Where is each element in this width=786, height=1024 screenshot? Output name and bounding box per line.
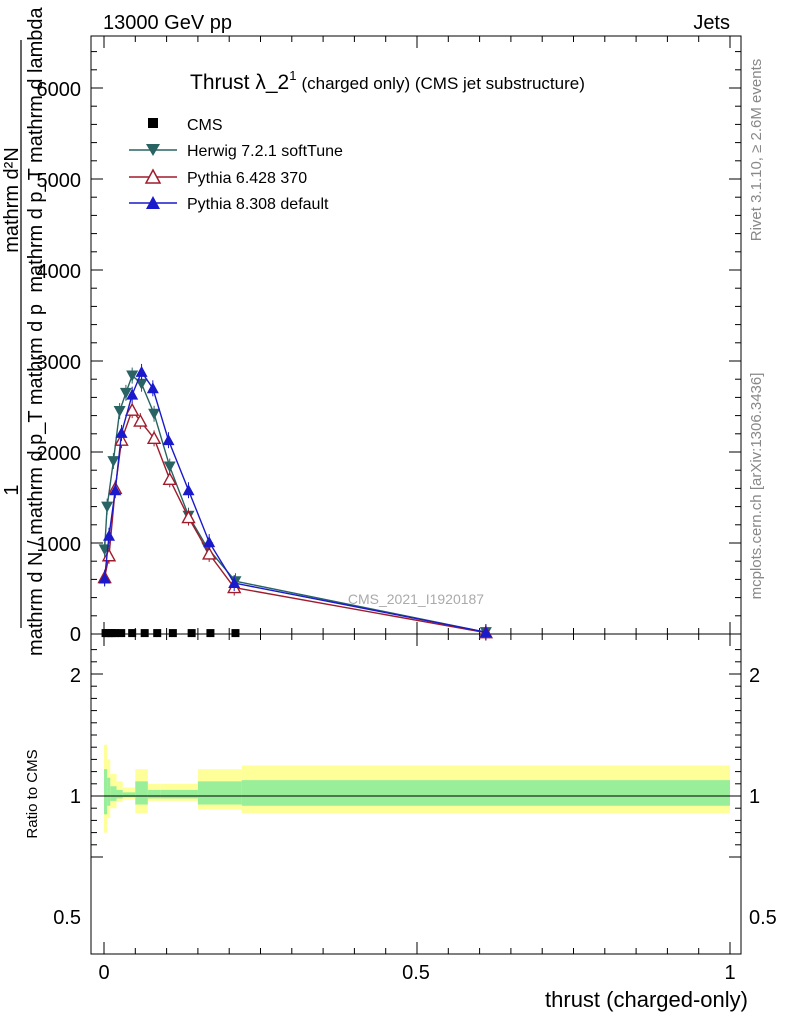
series-point bbox=[479, 626, 492, 638]
x-tick-labels: 0 0.5 1 bbox=[98, 962, 735, 984]
series-point bbox=[182, 484, 195, 496]
series-point bbox=[103, 529, 116, 541]
rivet-version-label: Rivet 3.1.10, ≥ 2.6M events bbox=[748, 59, 765, 242]
series-point bbox=[98, 572, 111, 584]
series-point bbox=[107, 456, 120, 468]
legend-label-cms: CMS bbox=[187, 117, 223, 134]
plot-title-suffix: (charged only) (CMS jet substructure) bbox=[301, 74, 584, 93]
y-tick-label-3000: 3000 bbox=[37, 352, 82, 374]
y-tick-label-2000: 2000 bbox=[37, 443, 82, 465]
series-point bbox=[109, 484, 122, 496]
y-label-denominator: mathrm d p_T mathrm d lambda bbox=[25, 6, 47, 292]
series-point bbox=[126, 388, 139, 400]
ratio-band-inner bbox=[241, 780, 730, 806]
ratio-tick-label-0.5: 0.5 bbox=[53, 907, 81, 929]
main-y-tick-labels: 0 1000 2000 3000 4000 5000 6000 bbox=[37, 79, 82, 646]
series-point bbox=[133, 413, 148, 427]
plot-title-superscript: 1 bbox=[289, 68, 296, 83]
cms-data-point bbox=[231, 629, 240, 638]
ratio-band-inner bbox=[110, 786, 117, 801]
ratio-y-axis-label: Ratio to CMS bbox=[24, 749, 41, 838]
series-point bbox=[113, 406, 126, 418]
legend-marker-herwig bbox=[146, 144, 160, 156]
series-point bbox=[115, 426, 128, 438]
series-point bbox=[181, 510, 196, 524]
cms-data-point bbox=[110, 629, 119, 638]
series-point bbox=[148, 408, 161, 420]
cms-data-point bbox=[128, 629, 137, 638]
legend-marker-cms bbox=[148, 118, 158, 128]
ratio-tick-label-right-1: 1 bbox=[749, 786, 760, 808]
ratio-band-inner bbox=[122, 792, 136, 798]
cms-data-point bbox=[140, 629, 149, 638]
ratio-tick-label-right-2: 2 bbox=[749, 665, 760, 687]
y-tick-label-6000: 6000 bbox=[37, 79, 82, 101]
ratio-plot-frame bbox=[90, 633, 742, 955]
series-point bbox=[126, 370, 139, 382]
series-point bbox=[101, 501, 114, 513]
ratio-band-inner bbox=[116, 789, 123, 799]
series-point bbox=[163, 461, 176, 473]
analysis-watermark: CMS_2021_I1920187 bbox=[348, 591, 484, 607]
series-point bbox=[201, 546, 217, 560]
legend-label-herwig: Herwig 7.2.1 softTune bbox=[187, 143, 343, 160]
legend-label-pythia6: Pythia 6.428 370 bbox=[187, 170, 307, 187]
series-point bbox=[162, 471, 177, 485]
x-axis-label: thrust (charged-only) bbox=[545, 987, 748, 1012]
y-tick-label-4000: 4000 bbox=[37, 261, 82, 283]
series-point bbox=[119, 387, 132, 399]
y-label-outer-denominator: mathrm d N / mathrm d p_T mathrm d p bbox=[25, 304, 47, 656]
series-group bbox=[97, 363, 494, 641]
legend-marker-pythia8 bbox=[146, 196, 160, 209]
y-tick-label-5000: 5000 bbox=[37, 170, 82, 192]
ratio-band-inner bbox=[104, 769, 108, 815]
series-line bbox=[103, 370, 486, 633]
series-point bbox=[162, 434, 175, 446]
y-tick-label-1000: 1000 bbox=[37, 534, 82, 556]
x-tick-label-0.5: 0.5 bbox=[402, 962, 430, 984]
ratio-y-tick-labels-left: 0.5 1 2 bbox=[53, 665, 81, 929]
ratio-band-inner bbox=[147, 789, 161, 799]
y-tick-label-0: 0 bbox=[70, 624, 81, 646]
x-tick-label-0: 0 bbox=[98, 962, 109, 984]
plot-title: Thrust λ_21 (charged only) (CMS jet subst… bbox=[190, 68, 585, 94]
ratio-band-group bbox=[104, 744, 730, 833]
main-y-axis-label: 1 mathrm d N / mathrm d p_T mathrm d p m… bbox=[1, 6, 47, 655]
series-point bbox=[203, 536, 216, 548]
series-point bbox=[146, 382, 159, 394]
ratio-band-inner bbox=[135, 781, 148, 805]
series-point bbox=[135, 378, 148, 390]
ratio-tick-label-2: 2 bbox=[70, 665, 81, 687]
series-point bbox=[135, 365, 148, 377]
series-point bbox=[101, 548, 117, 562]
ratio-band-inner bbox=[197, 781, 242, 805]
ratio-y-tick-labels-right: 0.5 1 2 bbox=[749, 665, 777, 929]
series-point bbox=[124, 402, 140, 416]
legend: CMS Herwig 7.2.1 softTune Pythia 6.428 3… bbox=[129, 117, 343, 213]
cms-data-point bbox=[117, 629, 126, 638]
legend-marker-pythia6 bbox=[144, 168, 162, 184]
cms-data-point bbox=[187, 629, 196, 638]
legend-label-pythia8: Pythia 8.308 default bbox=[187, 196, 329, 213]
series-point bbox=[228, 577, 241, 589]
y-label-numerator: mathrm d²N bbox=[1, 147, 23, 253]
process-label: Jets bbox=[693, 12, 730, 34]
ratio-band-inner bbox=[107, 777, 111, 806]
cms-data-point bbox=[153, 629, 162, 638]
ratio-band-inner bbox=[160, 789, 198, 799]
cms-data-point bbox=[206, 629, 215, 638]
axis-ticks bbox=[91, 36, 741, 954]
series-point bbox=[146, 430, 162, 445]
plot-title-main: Thrust λ_2 bbox=[190, 71, 289, 94]
ratio-tick-label-1: 1 bbox=[70, 786, 81, 808]
mcplots-label: mcplots.cern.ch [arXiv:1306.3436] bbox=[748, 373, 765, 600]
x-tick-label-1: 1 bbox=[724, 962, 735, 984]
y-label-prefix: 1 bbox=[1, 484, 23, 495]
cms-data-point bbox=[168, 629, 177, 638]
energy-label: 13000 GeV pp bbox=[103, 12, 232, 34]
ratio-tick-label-right-0.5: 0.5 bbox=[749, 907, 777, 929]
